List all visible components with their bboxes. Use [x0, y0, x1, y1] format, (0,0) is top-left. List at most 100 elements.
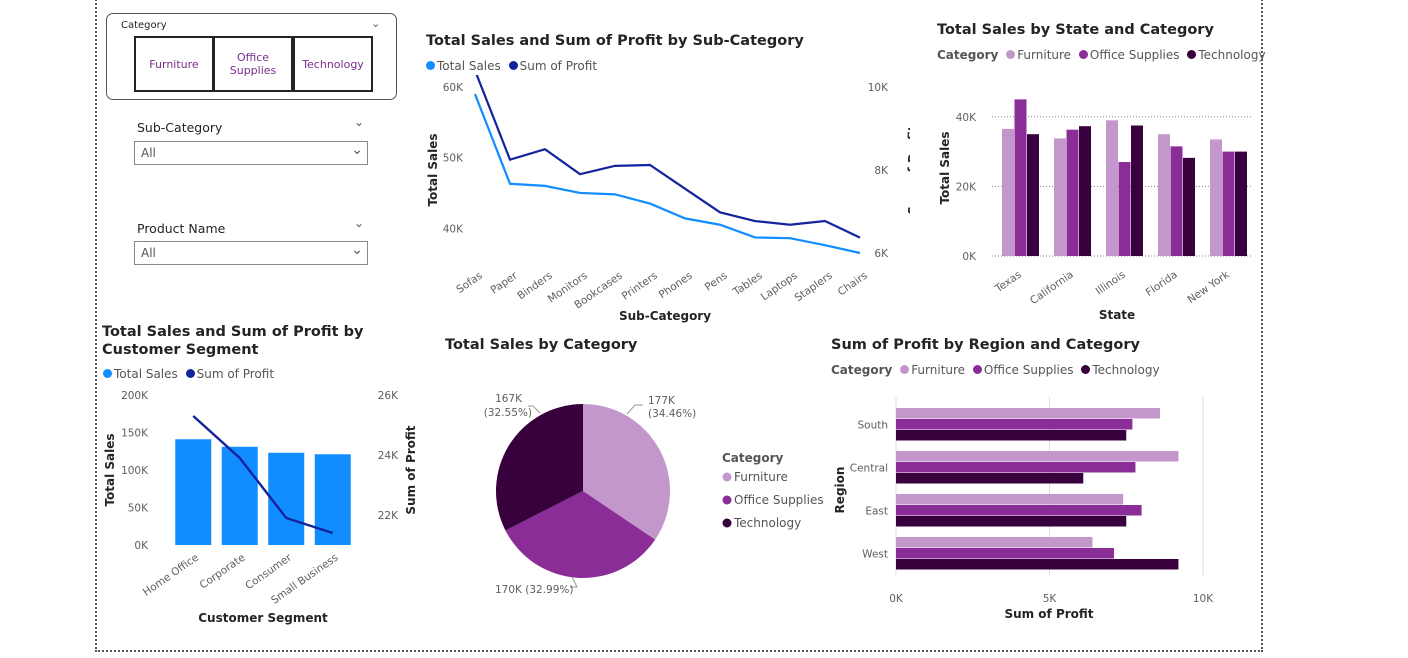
y-tick-label: East [865, 506, 888, 518]
legend-dot [1006, 50, 1016, 59]
legend-item: Furniture [734, 470, 788, 484]
y2-tick-label: 8K [874, 165, 889, 177]
legend-dot [722, 518, 732, 528]
segment-chart-title: Total Sales and Sum of Profit by Custome… [102, 324, 364, 358]
tile-furniture[interactable]: Furniture [134, 36, 214, 92]
legend-dot [508, 61, 518, 70]
y2-tick-label: 10K [868, 82, 889, 94]
bar-home-office [175, 439, 212, 545]
x-tick-label: Florida [1144, 269, 1180, 299]
x-tick-label: Chairs [836, 270, 870, 299]
legend-item: Sum of Profit [196, 367, 275, 381]
bar-new-york-furniture [1210, 139, 1222, 256]
x-tick-label: 5K [1043, 593, 1058, 605]
y2-axis-title: Sum of Profit [906, 125, 910, 214]
legend-dot [185, 369, 195, 378]
legend-dot [722, 495, 732, 505]
bar-consumer [268, 452, 305, 545]
category-slicer[interactable]: Category ⌄ Furniture Office Supplies Tec… [106, 13, 397, 100]
segment-chart: 200K 150K 100K 50K 0K 26K 24K 22K Home OfficeCor… [103, 390, 418, 625]
bar-central-technology [896, 473, 1084, 484]
series-line-sum-of-profit [192, 415, 334, 535]
legend-item: Office Supplies [1089, 48, 1180, 62]
bar-central-office-supplies [896, 462, 1136, 473]
legend-dot [103, 369, 112, 378]
legend-title: Category [937, 48, 999, 62]
chevron-down-icon[interactable]: ⌄ [354, 216, 365, 230]
bar-new-york-office-supplies [1222, 151, 1235, 256]
data-label: 167K [495, 393, 523, 405]
x-tick-label: Corporate [198, 552, 248, 592]
x-tick-label: Printers [620, 270, 660, 303]
legend-item: Total Sales [437, 59, 501, 73]
product-dropdown[interactable]: All ⌄ [134, 241, 368, 265]
x-tick-label: California [1028, 269, 1076, 307]
subcategory-value: All [141, 146, 156, 160]
legend-item: Office Supplies [983, 363, 1074, 377]
legend-item: Office Supplies [734, 493, 824, 507]
x-tick-label: Laptops [759, 270, 800, 304]
product-slicer-label: Product Name [137, 221, 226, 236]
bar-california-office-supplies [1066, 129, 1079, 256]
leader-line [570, 576, 578, 588]
bar-south-technology [896, 430, 1127, 441]
y2-tick-label: 6K [874, 248, 889, 260]
y-tick-label: 150K [121, 428, 149, 440]
legend-item: Technology [1092, 363, 1160, 377]
legend-item: Technology [1198, 48, 1266, 62]
x-tick-label: Illinois [1094, 269, 1128, 298]
legend-title: Category [831, 363, 893, 377]
y-tick-label: Central [850, 463, 888, 475]
bar-central-furniture [896, 451, 1179, 462]
x-tick-label: Phones [657, 270, 695, 302]
legend-dot [900, 365, 910, 374]
legend-item: Total Sales [114, 367, 178, 381]
state-legend: Category Furniture Office Supplies Techn… [937, 48, 1270, 62]
x-axis-title: State [1099, 308, 1135, 322]
series-line-total-sales [473, 93, 861, 255]
bar-texas-technology [1027, 134, 1039, 256]
y2-tick-label: 24K [378, 450, 399, 462]
y-axis-title: Total Sales [938, 131, 952, 204]
x-axis-title: Customer Segment [198, 611, 328, 625]
x-tick-label: Staplers [793, 270, 835, 305]
data-label: (34.46%) [648, 408, 696, 420]
y-tick-label: 40K [443, 223, 464, 235]
tile-technology[interactable]: Technology [293, 36, 373, 92]
bar-california-furniture [1054, 138, 1066, 256]
y-tick-label: West [862, 549, 888, 561]
bar-south-furniture [896, 408, 1161, 419]
y-tick-label: 0K [134, 540, 149, 552]
legend-dot [426, 61, 435, 70]
y-tick-label: 40K [956, 112, 977, 124]
y2-axis-title: Sum of Profit [404, 425, 418, 514]
bar-west-technology [896, 559, 1179, 570]
data-label: 177K [648, 395, 676, 407]
bar-west-furniture [896, 537, 1093, 548]
y-tick-label: 0K [962, 251, 977, 263]
bar-florida-office-supplies [1170, 146, 1183, 256]
y-tick-label: 20K [956, 181, 977, 193]
leader-line [528, 405, 541, 414]
chevron-down-icon[interactable]: ⌄ [354, 115, 365, 129]
state-chart-title: Total Sales by State and Category [937, 22, 1214, 38]
chevron-down-icon[interactable]: ⌄ [371, 17, 381, 30]
bar-california-technology [1079, 126, 1091, 256]
y-tick-label: 50K [128, 503, 149, 515]
subcategory-dropdown[interactable]: All ⌄ [134, 141, 368, 165]
bar-west-office-supplies [896, 548, 1114, 559]
y-axis-title: Region [833, 467, 847, 514]
pie-chart: 177K(34.46%) 167K (32.55%) 170K (32.99%) Cat… [484, 393, 824, 596]
legend-item: Technology [733, 516, 801, 530]
tile-office-supplies[interactable]: Office Supplies [213, 36, 293, 92]
region-chart-title: Sum of Profit by Region and Category [831, 337, 1140, 353]
y2-tick-label: 26K [378, 390, 399, 402]
legend-dot [1187, 50, 1197, 59]
bar-south-office-supplies [896, 419, 1133, 430]
y-tick-label: 200K [121, 390, 149, 402]
x-tick-label: 0K [889, 593, 904, 605]
x-tick-label: New York [1185, 268, 1232, 306]
bar-east-technology [896, 516, 1127, 527]
pie-slice-office-supplies [505, 491, 656, 578]
